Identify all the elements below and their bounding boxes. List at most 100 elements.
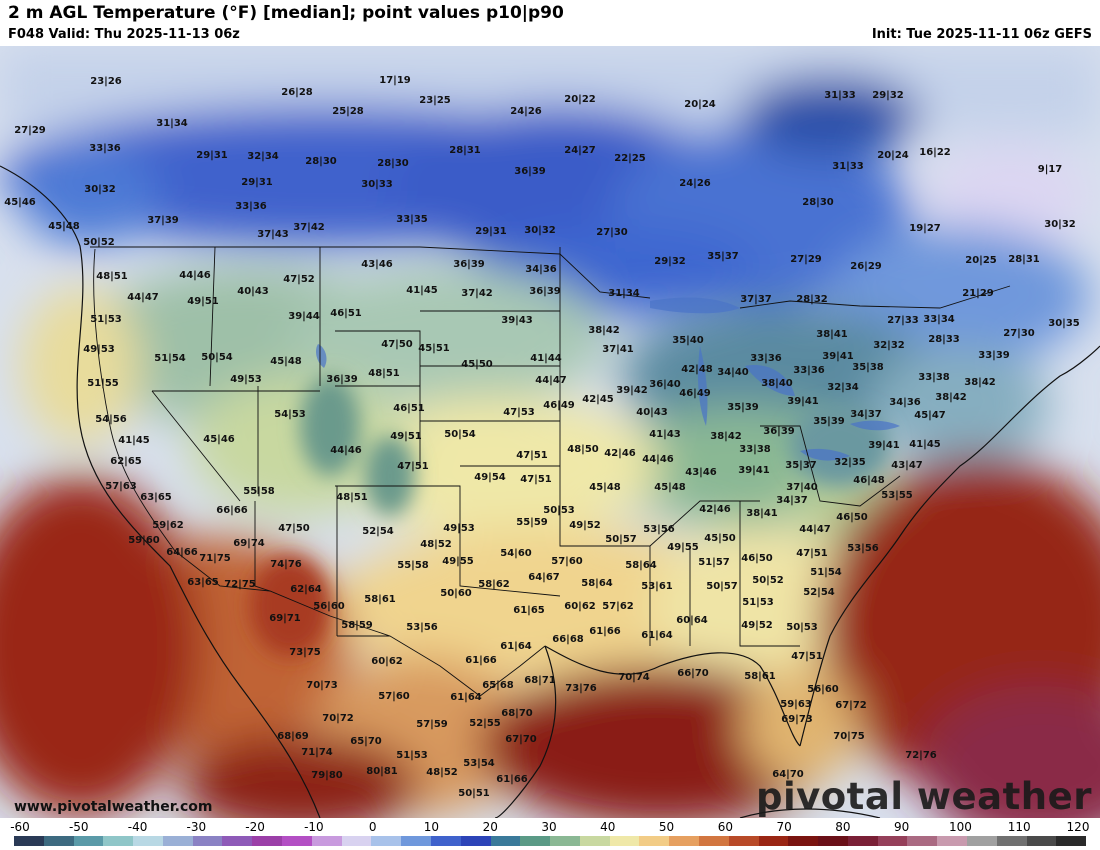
point-value: 73|76 (565, 683, 597, 694)
point-value: 61|64 (641, 630, 673, 641)
point-value: 53|61 (641, 581, 673, 592)
point-value: 51|53 (90, 314, 122, 325)
colorbar-tick-label: 0 (368, 820, 377, 834)
point-value: 48|51 (96, 271, 128, 282)
point-value: 67|70 (505, 734, 537, 745)
point-value: 27|29 (14, 125, 46, 136)
point-value: 24|27 (564, 145, 596, 156)
point-value: 37|42 (461, 288, 493, 299)
point-value: 34|40 (717, 367, 749, 378)
point-value: 48|52 (420, 539, 452, 550)
point-value: 58|64 (625, 560, 657, 571)
point-value: 63|65 (140, 492, 172, 503)
point-value: 50|53 (786, 622, 818, 633)
point-value: 54|53 (274, 409, 306, 420)
point-value: 46|50 (836, 512, 868, 523)
valid-time: F048 Valid: Thu 2025-11-13 06z (8, 27, 240, 42)
colorbar-tick-label: 40 (600, 820, 616, 834)
point-value: 50|53 (543, 505, 575, 516)
point-value: 40|43 (636, 407, 668, 418)
colorbar: -60 -50 -40 -30 -20 -10 0 10 20 30 40 50 60 70 80 90 100… (0, 818, 1100, 850)
point-value: 49|51 (390, 431, 422, 442)
point-value: 36|40 (649, 379, 681, 390)
temperature-map[interactable]: 23|26 17|19 26|28 23|25 25|28 24|26 20|22 20|24… (0, 46, 1100, 818)
point-value: 60|62 (564, 601, 596, 612)
point-value: 21|29 (962, 288, 994, 299)
point-value: 33|34 (923, 314, 955, 325)
colorbar-segment (579, 836, 610, 846)
point-value: 20|24 (684, 99, 716, 110)
colorbar-segment (1056, 836, 1087, 846)
point-value: 39|42 (616, 385, 648, 396)
point-value: 42|46 (699, 504, 731, 515)
point-value: 80|81 (366, 766, 398, 777)
point-value: 28|30 (305, 156, 337, 167)
point-value: 41|45 (909, 439, 941, 450)
point-value: 42|46 (604, 448, 636, 459)
point-value: 47|50 (381, 339, 413, 350)
point-value: 28|31 (449, 145, 481, 156)
point-value: 50|57 (605, 534, 637, 545)
point-value: 49|52 (741, 620, 773, 631)
point-value: 41|44 (530, 353, 562, 364)
point-value: 47|51 (397, 461, 429, 472)
colorbar-tick-label: -50 (68, 820, 89, 834)
point-value: 70|75 (833, 731, 865, 742)
point-value: 17|19 (379, 75, 411, 86)
point-value: 47|51 (516, 450, 548, 461)
point-value: 26|29 (850, 261, 882, 272)
point-value: 74|76 (270, 559, 302, 570)
point-value: 29|32 (872, 90, 904, 101)
point-value: 46|48 (853, 475, 885, 486)
point-value: 68|69 (277, 731, 309, 742)
point-value: 46|49 (543, 400, 575, 411)
point-value: 51|54 (154, 353, 186, 364)
point-value: 53|56 (847, 543, 879, 554)
point-value: 52|55 (469, 718, 501, 729)
point-value: 35|39 (813, 416, 845, 427)
point-value: 58|64 (581, 578, 613, 589)
point-value: 39|41 (822, 351, 854, 362)
point-value: 51|53 (396, 750, 428, 761)
point-value: 45|48 (589, 482, 621, 493)
point-value: 33|38 (918, 372, 950, 383)
colorbar-segment (73, 836, 104, 846)
point-value: 59|60 (128, 535, 160, 546)
colorbar-tick-label: -30 (186, 820, 207, 834)
point-value: 66|66 (216, 505, 248, 516)
point-value: 40|43 (237, 286, 269, 297)
colorbar-segment (996, 836, 1027, 846)
point-value: 45|50 (704, 533, 736, 544)
point-value: 49|54 (474, 472, 506, 483)
colorbar-tick-label: 30 (541, 820, 557, 834)
point-value: 44|46 (179, 270, 211, 281)
point-value: 30|32 (84, 184, 116, 195)
point-value: 38|41 (816, 329, 848, 340)
point-value: 29|31 (241, 177, 273, 188)
point-value: 29|31 (475, 226, 507, 237)
colorbar-segment (14, 836, 44, 846)
point-value: 61|64 (450, 692, 482, 703)
source-url[interactable]: www.pivotalweather.com (14, 799, 213, 815)
point-value: 65|68 (482, 680, 514, 691)
point-value: 44|47 (535, 375, 567, 386)
point-value: 49|51 (187, 296, 219, 307)
point-value: 46|51 (330, 308, 362, 319)
point-value: 63|65 (187, 577, 219, 588)
point-value: 49|55 (442, 556, 474, 567)
coastlines (0, 165, 1100, 818)
point-value: 61|66 (465, 655, 497, 666)
point-value: 38|42 (964, 377, 996, 388)
point-value: 55|59 (516, 517, 548, 528)
point-value: 57|62 (602, 601, 634, 612)
point-value: 57|60 (378, 691, 410, 702)
point-value: 19|27 (909, 223, 941, 234)
point-value: 45|51 (418, 343, 450, 354)
colorbar-segment (818, 836, 848, 846)
point-value: 20|24 (877, 150, 909, 161)
point-value: 48|52 (426, 767, 458, 778)
point-value: 32|35 (834, 457, 866, 468)
point-value: 79|80 (311, 770, 343, 781)
point-value: 41|45 (118, 435, 150, 446)
point-value: 48|51 (336, 492, 368, 503)
